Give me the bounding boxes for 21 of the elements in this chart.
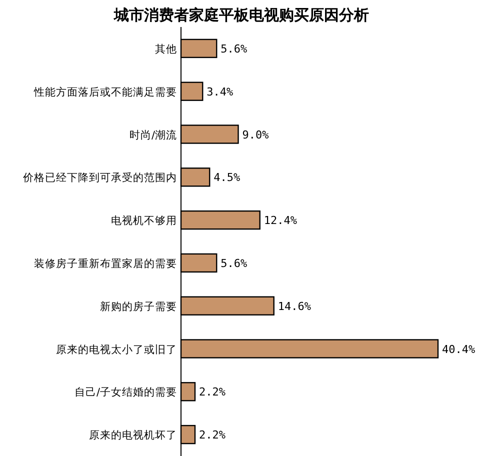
data-label: 4.5% [214, 171, 240, 184]
y-tick-label: 新购的房子需要 [100, 300, 177, 313]
y-tick-label: 原来的电视太小了或旧了 [56, 342, 177, 356]
y-tick-label: 装修房子重新布置家居的需要 [34, 256, 177, 270]
y-tick-label: 性能方面落后或不能满足需要 [33, 85, 177, 98]
data-label: 5.6% [220, 42, 248, 56]
data-label: 3.4% [206, 85, 234, 98]
data-label: 5.6% [220, 256, 248, 270]
chart-title: 城市消费者家庭平板电视购买原因分析 [113, 6, 369, 24]
y-tick-label: 其他 [155, 42, 177, 56]
y-tick-label: 电视机不够用 [111, 214, 177, 228]
data-label: 2.2% [198, 428, 226, 442]
data-label: 9.0% [242, 128, 270, 142]
y-tick-label: 原来的电视机坏了 [89, 428, 177, 442]
data-label: 2.2% [198, 386, 226, 399]
data-label: 14.6% [278, 300, 312, 313]
y-tick-label: 价格已经下降到可承受的范围内 [22, 171, 177, 184]
y-tick-label: 时尚/潮流 [129, 128, 177, 142]
data-label: 12.4% [264, 214, 298, 228]
data-label: 40.4% [442, 342, 476, 356]
y-tick-label: 自己/子女结婚的需要 [74, 386, 177, 399]
